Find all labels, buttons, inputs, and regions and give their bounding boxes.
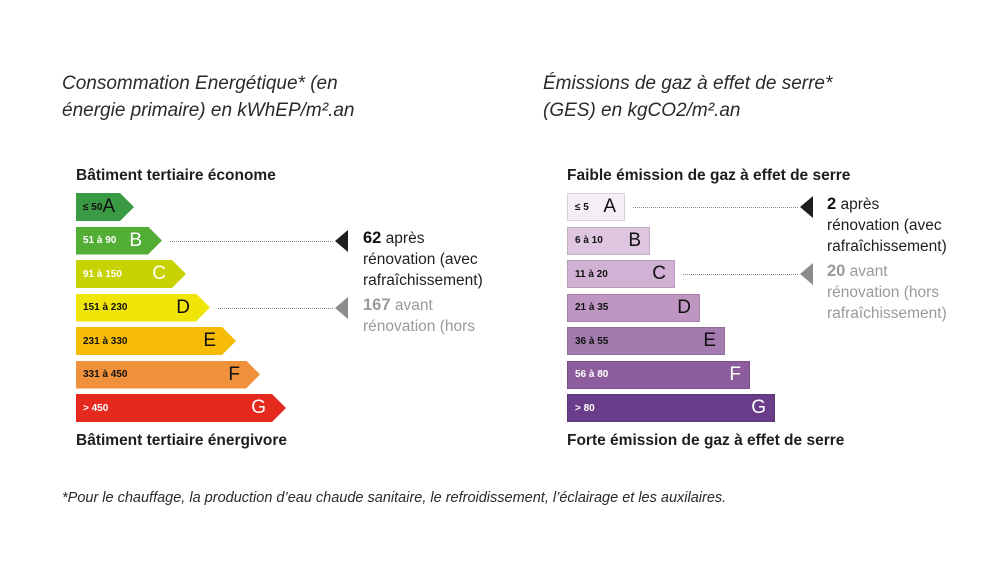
annotation-value: 167 bbox=[363, 295, 391, 314]
class-letter: F bbox=[228, 363, 240, 385]
ges-annotation-leader-2 bbox=[683, 274, 798, 275]
ges-annotation-arrow-icon-1 bbox=[800, 196, 813, 218]
annotation-line: après bbox=[840, 196, 880, 213]
class-range-label: 21 à 35 bbox=[575, 302, 609, 313]
class-letter: F bbox=[729, 363, 741, 385]
class-letter: G bbox=[751, 397, 766, 418]
energy-chart-title: Consommation Energétique* (en énergie pr… bbox=[62, 70, 355, 124]
annotation-line: rénovation (avec bbox=[827, 217, 942, 234]
footnote: *Pour le chauffage, la production d’eau … bbox=[62, 490, 727, 506]
class-range-label: 91 à 150 bbox=[83, 268, 122, 280]
energy-annotation-arrow-icon-2 bbox=[335, 296, 348, 319]
annotation-line: rénovation (avec bbox=[363, 250, 478, 268]
ges-annotation-text-1: 2 après rénovation (avec rafraîchissement) bbox=[827, 194, 947, 257]
annotation-line: avant bbox=[849, 263, 888, 280]
ges-class-bar-e: 36 à 55 E bbox=[567, 327, 725, 355]
class-letter: A bbox=[603, 196, 616, 217]
ges-title-line-2: (GES) en kgCO2/m².an bbox=[543, 100, 741, 121]
class-range-label: ≤ 50 bbox=[83, 201, 103, 213]
class-range-label: 11 à 20 bbox=[575, 268, 608, 280]
annotation-first-line: 2 après bbox=[827, 194, 947, 215]
energy-class-bar-c: 91 à 150 C bbox=[76, 260, 186, 288]
annotation-line: rénovation (hors bbox=[827, 284, 940, 301]
class-letter: E bbox=[703, 330, 716, 351]
class-letter: B bbox=[628, 229, 641, 251]
class-letter: C bbox=[652, 263, 666, 284]
annotation-line: rafraîchissement) bbox=[363, 271, 483, 289]
class-range-label: 331 à 450 bbox=[83, 369, 128, 380]
annotation-line: après bbox=[385, 229, 425, 247]
ges-title-line-1: Émissions de gaz à effet de serre* bbox=[543, 73, 833, 94]
annotation-first-line: 167 avant bbox=[363, 295, 475, 316]
class-range-label: > 450 bbox=[83, 402, 109, 414]
ges-class-bar-d: 21 à 35 D bbox=[567, 293, 700, 322]
ges-class-bar-a: ≤ 5 A bbox=[567, 193, 625, 221]
ges-bottom-label: Forte émission de gaz à effet de serre bbox=[567, 432, 845, 449]
energy-annotation-arrow-icon-1 bbox=[335, 229, 348, 252]
annotation-first-line: 20 avant bbox=[827, 261, 947, 282]
energy-top-label: Bâtiment tertiaire économe bbox=[76, 167, 276, 184]
class-letter: D bbox=[677, 296, 691, 318]
ges-class-bar-f: 56 à 80 F bbox=[567, 360, 750, 389]
annotation-value: 20 bbox=[827, 262, 846, 280]
ges-annotation-leader-1 bbox=[633, 207, 798, 208]
class-range-label: 231 à 330 bbox=[83, 335, 128, 347]
class-range-label: > 80 bbox=[575, 402, 595, 414]
annotation-first-line: 62 après bbox=[363, 228, 483, 249]
energy-bottom-label: Bâtiment tertiaire énergivore bbox=[76, 432, 288, 449]
class-range-label: ≤ 5 bbox=[575, 201, 589, 213]
annotation-value: 2 bbox=[827, 195, 837, 213]
class-range-label: 56 à 80 bbox=[575, 369, 609, 380]
class-range-label: 6 à 10 bbox=[575, 235, 603, 246]
ges-class-bar-g: > 80 G bbox=[567, 394, 775, 422]
annotation-value: 62 bbox=[363, 228, 382, 247]
ges-annotation-text-2: 20 avant rénovation (hors rafraîchissement… bbox=[827, 261, 947, 324]
class-letter: G bbox=[251, 397, 266, 418]
energy-annotation-text-1: 62 après rénovation (avec rafraîchissement… bbox=[363, 228, 483, 291]
energy-class-bar-b: 51 à 90 B bbox=[76, 227, 162, 255]
energy-class-bar-e: 231 à 330 E bbox=[76, 327, 236, 355]
ges-annotation-arrow-icon-2 bbox=[800, 263, 813, 285]
annotation-line: avant bbox=[394, 296, 433, 314]
ges-class-bar-b: 6 à 10 B bbox=[567, 226, 650, 255]
ges-class-bar-c: 11 à 20 C bbox=[567, 260, 675, 288]
energy-class-bar-a: ≤ 50 A bbox=[76, 193, 134, 221]
energy-class-bar-g: > 450 G bbox=[76, 394, 286, 422]
class-letter: B bbox=[129, 229, 142, 251]
energy-title-line-1: Consommation Energétique* (en bbox=[62, 73, 338, 94]
annotation-line: rénovation (hors bbox=[363, 317, 476, 335]
annotation-line: rafraîchissement) bbox=[827, 305, 947, 322]
annotation-line: rafraîchissement) bbox=[827, 238, 947, 255]
energy-annotation-text-2: 167 avant rénovation (hors bbox=[363, 295, 475, 337]
energy-class-bar-d: 151 à 230 D bbox=[76, 294, 210, 322]
energy-annotation-leader-2 bbox=[218, 307, 333, 309]
class-range-label: 151 à 230 bbox=[83, 302, 128, 313]
class-range-label: 51 à 90 bbox=[83, 235, 117, 246]
class-letter: D bbox=[176, 296, 190, 318]
class-letter: C bbox=[152, 263, 166, 284]
ges-chart-title: Émissions de gaz à effet de serre* (GES)… bbox=[543, 70, 832, 124]
energy-title-line-2: énergie primaire) en kWhEP/m².an bbox=[62, 100, 355, 121]
class-letter: A bbox=[102, 196, 116, 217]
ges-top-label: Faible émission de gaz à effet de serre bbox=[567, 167, 851, 184]
class-letter: E bbox=[203, 330, 216, 351]
energy-annotation-leader-1 bbox=[170, 240, 333, 242]
energy-class-bar-f: 331 à 450 F bbox=[76, 361, 260, 389]
class-range-label: 36 à 55 bbox=[575, 335, 609, 347]
